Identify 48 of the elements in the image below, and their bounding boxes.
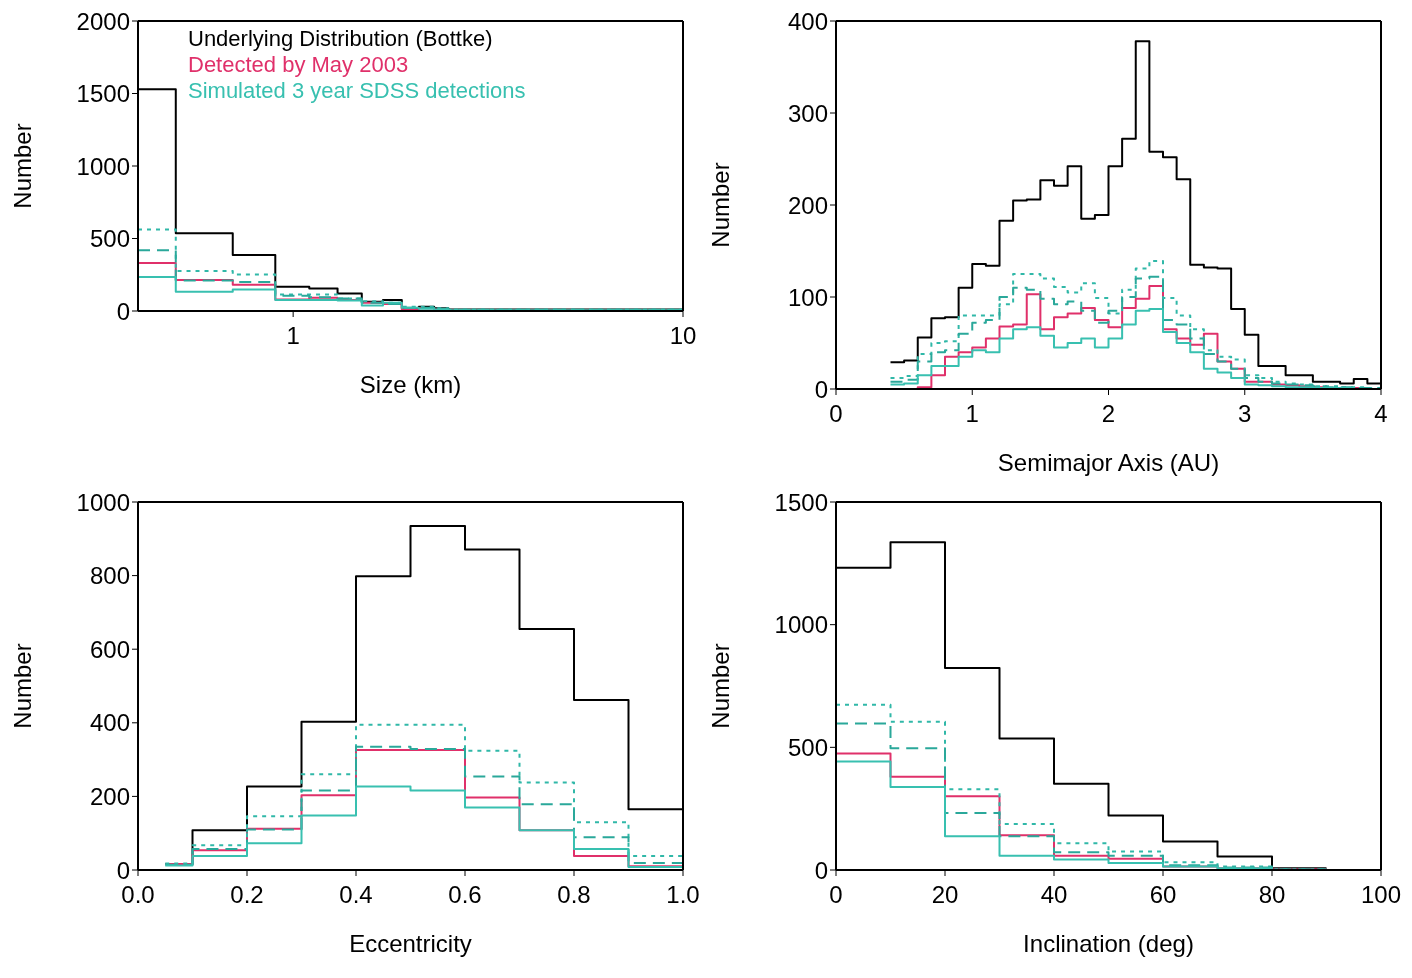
y-tick-label: 1500 <box>774 488 828 516</box>
x-tick-label: 0.8 <box>557 881 591 909</box>
x-tick-label: 3 <box>1238 400 1252 428</box>
y-axis-title: Number <box>8 643 36 729</box>
x-tick-label: 0.0 <box>121 881 155 909</box>
x-tick-label: 100 <box>1360 881 1402 909</box>
y-tick-label: 500 <box>787 733 828 761</box>
y-tick-label: 2000 <box>76 7 130 35</box>
series-label: Underlying Distribution (Bottke) <box>188 26 494 52</box>
y-tick-label: 1000 <box>76 488 130 516</box>
y-tick-label: 500 <box>89 225 130 253</box>
y-tick-label: 1000 <box>774 611 828 639</box>
y-tick-label: 100 <box>787 283 828 311</box>
y-tick-label: 1000 <box>76 152 130 180</box>
y-tick-label: 600 <box>89 635 130 663</box>
y-axis-title: Number <box>706 162 734 248</box>
x-tick-label: 0.4 <box>339 881 373 909</box>
y-axis-title: Number <box>8 123 36 209</box>
x-axis-title: Semimajor Axis (AU) <box>997 449 1220 476</box>
text: Detected by May 2003 <box>188 52 410 78</box>
y-tick-label: 400 <box>787 7 828 35</box>
y-tick-label: 0 <box>814 375 828 403</box>
x-tick-label: 0.6 <box>448 881 482 909</box>
x-tick-label: 60 <box>1149 881 1177 909</box>
y-axis-title: Number <box>706 643 734 729</box>
x-tick-label: 20 <box>931 881 959 909</box>
x-tick-label: 40 <box>1040 881 1068 909</box>
y-tick-label: 200 <box>89 782 130 810</box>
x-tick-label: 2 <box>1101 400 1116 428</box>
text: Simulated 3 year SDSS detections <box>188 78 526 104</box>
y-tick-label: 0 <box>116 297 130 325</box>
x-axis-title: Size (km) <box>359 371 462 398</box>
x-tick-label: 1 <box>965 400 979 428</box>
x-tick-label: 4 <box>1374 400 1388 428</box>
y-tick-label: 300 <box>787 99 828 127</box>
y-tick-label: 0 <box>814 856 828 884</box>
x-axis-title: Eccentricity <box>349 930 472 957</box>
y-tick-label: 400 <box>89 709 130 737</box>
y-tick-label: 1500 <box>76 80 130 108</box>
x-tick-label: 1 <box>286 322 300 350</box>
x-tick-label: 10 <box>669 322 697 350</box>
x-tick-label: 1.0 <box>666 881 700 909</box>
y-tick-label: 200 <box>787 191 828 219</box>
x-tick-label: 80 <box>1258 881 1286 909</box>
x-tick-label: 0.2 <box>230 881 264 909</box>
y-tick-label: 800 <box>89 562 130 590</box>
x-axis-title: Inclination (deg) <box>1023 930 1194 957</box>
y-tick-label: 0 <box>116 856 130 884</box>
